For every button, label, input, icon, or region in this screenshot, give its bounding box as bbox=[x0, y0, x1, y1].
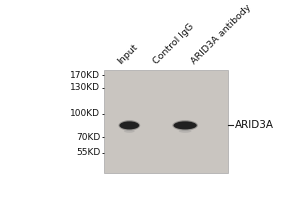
Text: 170KD: 170KD bbox=[70, 71, 100, 80]
Ellipse shape bbox=[178, 120, 192, 123]
Ellipse shape bbox=[172, 120, 198, 131]
Ellipse shape bbox=[173, 121, 197, 129]
Text: 70KD: 70KD bbox=[76, 133, 100, 142]
Text: ARID3A antibody: ARID3A antibody bbox=[189, 2, 252, 66]
Text: ARID3A: ARID3A bbox=[235, 120, 274, 130]
Ellipse shape bbox=[124, 129, 135, 133]
Ellipse shape bbox=[123, 120, 135, 123]
Bar bbox=[104, 70, 228, 173]
Ellipse shape bbox=[118, 120, 140, 131]
Ellipse shape bbox=[179, 129, 191, 133]
Text: 130KD: 130KD bbox=[70, 83, 100, 92]
Text: 55KD: 55KD bbox=[76, 148, 100, 157]
Text: Control IgG: Control IgG bbox=[152, 22, 196, 66]
Ellipse shape bbox=[119, 121, 139, 129]
Text: Input: Input bbox=[116, 42, 140, 66]
Text: 100KD: 100KD bbox=[70, 109, 100, 118]
